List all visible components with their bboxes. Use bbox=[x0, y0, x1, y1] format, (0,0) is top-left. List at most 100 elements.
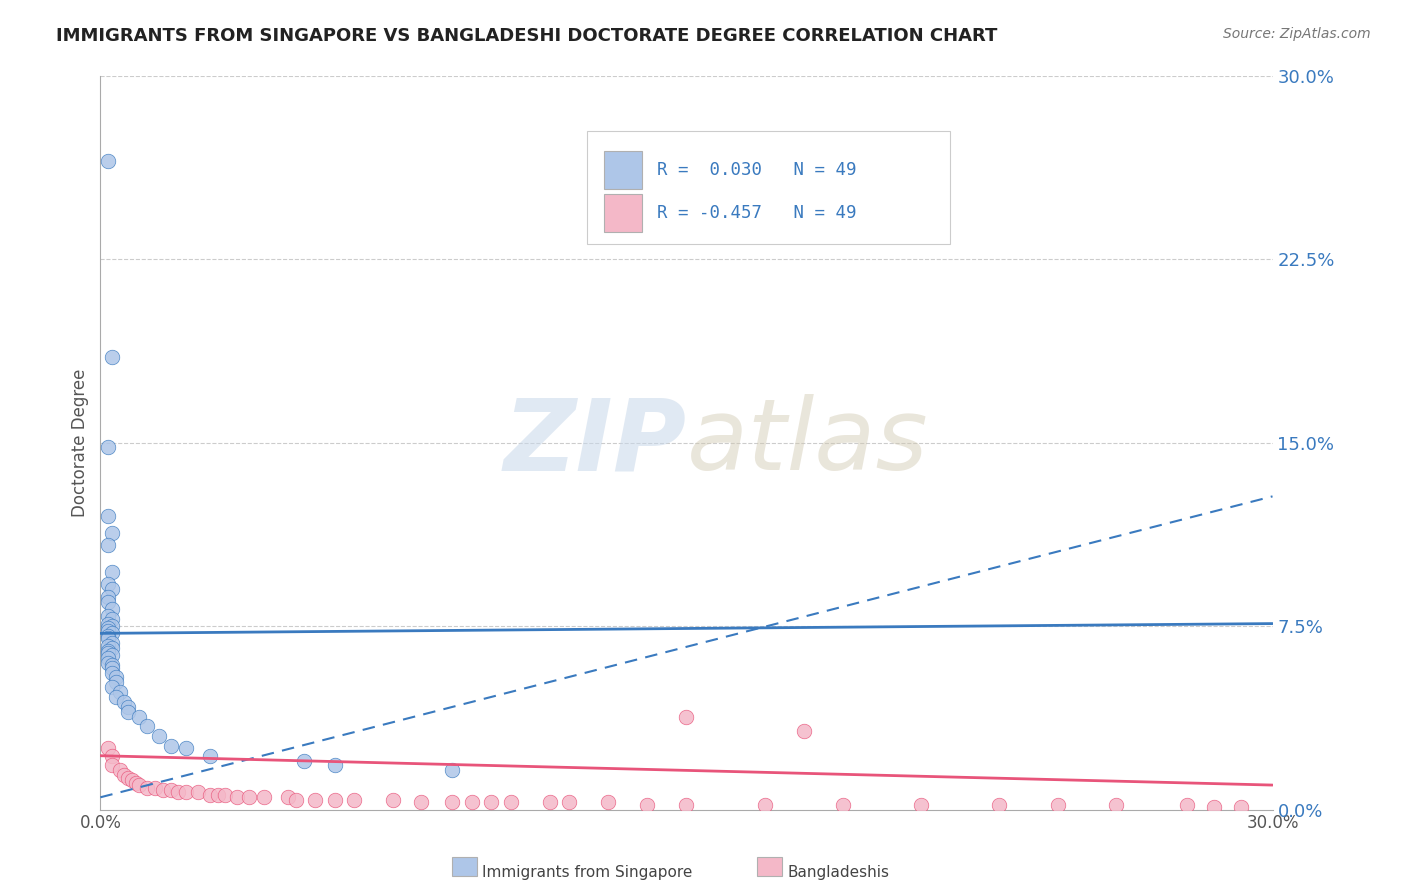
Point bbox=[499, 795, 522, 809]
Point bbox=[108, 764, 131, 778]
Point bbox=[101, 758, 124, 772]
Point bbox=[1046, 797, 1069, 812]
Point bbox=[152, 783, 174, 797]
Point bbox=[101, 602, 124, 616]
Point bbox=[124, 775, 146, 789]
FancyBboxPatch shape bbox=[605, 151, 643, 189]
Point bbox=[831, 797, 853, 812]
Text: IMMIGRANTS FROM SINGAPORE VS BANGLADESHI DOCTORATE DEGREE CORRELATION CHART: IMMIGRANTS FROM SINGAPORE VS BANGLADESHI… bbox=[56, 27, 998, 45]
Point bbox=[101, 350, 124, 364]
Point bbox=[101, 641, 124, 656]
Point bbox=[253, 790, 276, 805]
Point bbox=[323, 758, 346, 772]
Point bbox=[176, 741, 198, 756]
Point bbox=[1105, 797, 1128, 812]
Point bbox=[754, 797, 776, 812]
Point bbox=[97, 441, 120, 455]
Point bbox=[104, 670, 127, 684]
Point bbox=[382, 793, 405, 807]
Point bbox=[1230, 800, 1253, 814]
Point bbox=[97, 629, 120, 643]
Point bbox=[675, 709, 697, 723]
Point bbox=[112, 768, 135, 782]
Point bbox=[1175, 797, 1198, 812]
Point bbox=[97, 590, 120, 604]
Point bbox=[136, 780, 159, 795]
Point bbox=[167, 785, 190, 799]
Point bbox=[238, 790, 260, 805]
Point bbox=[97, 577, 120, 591]
Point bbox=[104, 675, 127, 690]
Y-axis label: Doctorate Degree: Doctorate Degree bbox=[72, 368, 89, 516]
Point bbox=[323, 793, 346, 807]
Point bbox=[97, 639, 120, 653]
Text: Source: ZipAtlas.com: Source: ZipAtlas.com bbox=[1223, 27, 1371, 41]
Point bbox=[97, 656, 120, 670]
Point bbox=[101, 612, 124, 626]
Point bbox=[101, 680, 124, 694]
FancyBboxPatch shape bbox=[586, 130, 950, 244]
Point bbox=[97, 594, 120, 608]
Point bbox=[101, 526, 124, 541]
Point bbox=[304, 793, 326, 807]
Point bbox=[101, 636, 124, 650]
Point bbox=[97, 650, 120, 665]
Point bbox=[101, 626, 124, 640]
Point bbox=[440, 764, 463, 778]
Point bbox=[104, 690, 127, 704]
Point bbox=[207, 788, 229, 802]
Point bbox=[460, 795, 482, 809]
Point bbox=[136, 719, 159, 733]
Point bbox=[598, 795, 620, 809]
Point bbox=[97, 154, 120, 169]
Point bbox=[226, 790, 249, 805]
Point bbox=[675, 797, 697, 812]
Point bbox=[97, 643, 120, 657]
Point bbox=[277, 790, 299, 805]
Point bbox=[793, 724, 815, 739]
Point bbox=[117, 705, 139, 719]
Point bbox=[159, 739, 181, 753]
Text: Immigrants from Singapore: Immigrants from Singapore bbox=[482, 865, 693, 880]
Text: ZIP: ZIP bbox=[503, 394, 686, 491]
Point bbox=[148, 729, 170, 743]
Point bbox=[101, 660, 124, 674]
Point bbox=[121, 773, 143, 788]
Point bbox=[112, 695, 135, 709]
Point bbox=[101, 658, 124, 673]
Point bbox=[284, 793, 307, 807]
Text: atlas: atlas bbox=[686, 394, 928, 491]
Point bbox=[97, 508, 120, 523]
Point bbox=[538, 795, 561, 809]
Point bbox=[128, 709, 150, 723]
Point bbox=[97, 646, 120, 660]
Point bbox=[117, 699, 139, 714]
Point bbox=[143, 780, 166, 795]
Point bbox=[292, 754, 315, 768]
Point bbox=[343, 793, 366, 807]
Point bbox=[108, 685, 131, 699]
Text: Bangladeshis: Bangladeshis bbox=[787, 865, 889, 880]
Point bbox=[101, 565, 124, 579]
Point bbox=[187, 785, 209, 799]
Point bbox=[101, 665, 124, 680]
Point bbox=[198, 748, 221, 763]
FancyBboxPatch shape bbox=[605, 194, 643, 232]
Point bbox=[117, 771, 139, 785]
Point bbox=[988, 797, 1011, 812]
Point bbox=[101, 648, 124, 663]
Point bbox=[97, 538, 120, 552]
Point bbox=[101, 582, 124, 597]
Text: R = -0.457   N = 49: R = -0.457 N = 49 bbox=[657, 203, 856, 222]
Point bbox=[409, 795, 432, 809]
Point bbox=[101, 619, 124, 633]
Text: R =  0.030   N = 49: R = 0.030 N = 49 bbox=[657, 161, 856, 179]
Point bbox=[636, 797, 658, 812]
Point bbox=[176, 785, 198, 799]
Point bbox=[97, 624, 120, 638]
Point bbox=[910, 797, 932, 812]
Point bbox=[198, 788, 221, 802]
Point bbox=[101, 748, 124, 763]
Point bbox=[97, 609, 120, 624]
Point bbox=[97, 616, 120, 631]
